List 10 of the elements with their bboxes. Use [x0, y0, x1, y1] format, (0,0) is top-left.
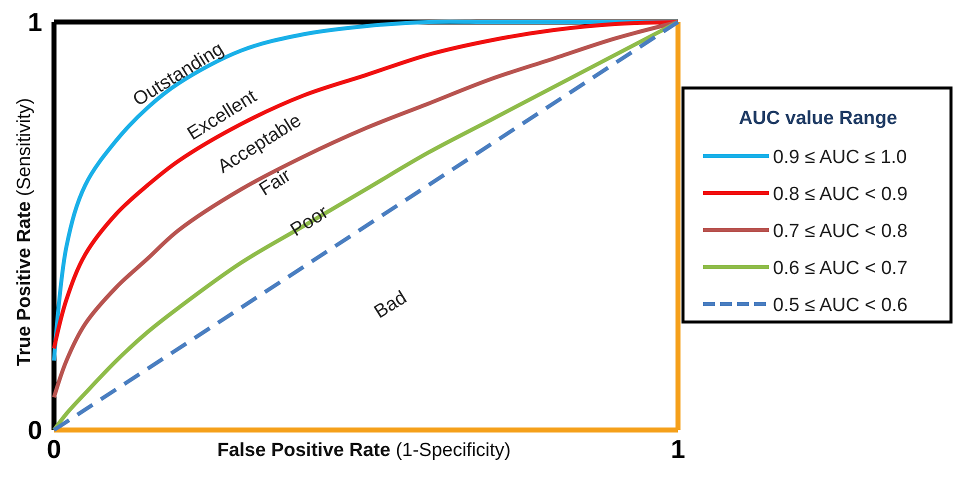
legend-label: 0.5 ≤ AUC < 0.6: [773, 295, 908, 316]
legend-label: 0.6 ≤ AUC < 0.7: [773, 258, 908, 279]
annotation: Bad: [370, 287, 411, 324]
legend-label: 0.7 ≤ AUC < 0.8: [773, 221, 908, 242]
legend-label: 0.9 ≤ AUC ≤ 1.0: [773, 147, 907, 168]
x-axis-title: False Positive Rate (1-Specificity): [217, 440, 511, 461]
legend-label: 0.8 ≤ AUC < 0.9: [773, 184, 908, 205]
y-axis-title: True Positive Rate (Sensitivity): [14, 98, 35, 366]
annotation: Poor: [287, 202, 333, 242]
legend-title: AUC value Range: [738, 108, 898, 129]
